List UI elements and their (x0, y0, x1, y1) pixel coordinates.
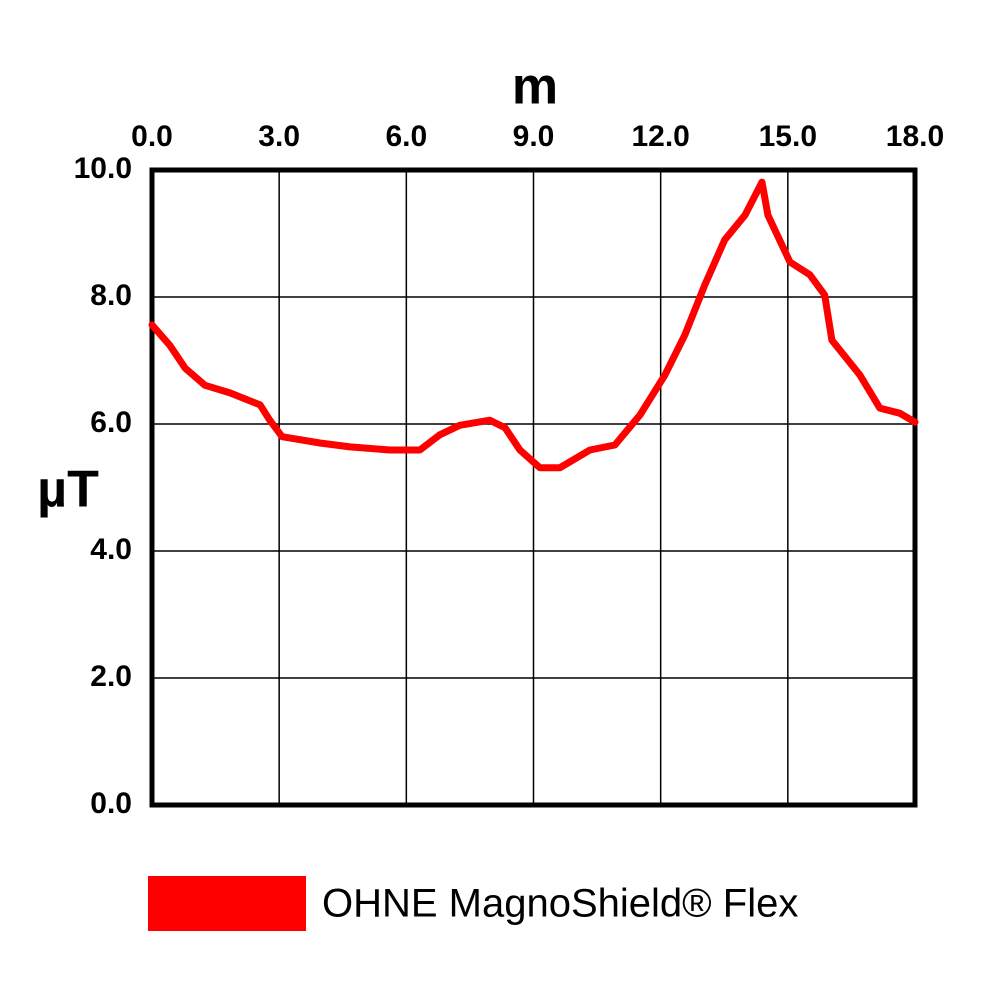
x-axis-label: m (512, 58, 558, 116)
x-tick-label: 6.0 (385, 120, 427, 153)
y-tick-label: 6.0 (90, 406, 132, 439)
x-tick-label: 9.0 (513, 120, 555, 153)
x-tick-label: 3.0 (258, 120, 300, 153)
x-tick-label: 18.0 (886, 120, 944, 153)
legend-label: OHNE MagnoShield® Flex (322, 882, 798, 926)
y-axis-label: µT (37, 461, 99, 519)
y-tick-label: 8.0 (90, 279, 132, 312)
y-tick-label: 2.0 (90, 660, 132, 693)
data-line (148, 178, 919, 472)
y-tick-label: 4.0 (90, 533, 132, 566)
y-tick-label: 10.0 (74, 152, 132, 185)
x-tick-label: 12.0 (631, 120, 689, 153)
y-tick-label: 0.0 (90, 787, 132, 820)
plot-frame (149, 167, 918, 808)
x-tick-label: 15.0 (759, 120, 817, 153)
x-tick-label: 0.0 (131, 120, 173, 153)
legend-swatch (148, 876, 306, 931)
